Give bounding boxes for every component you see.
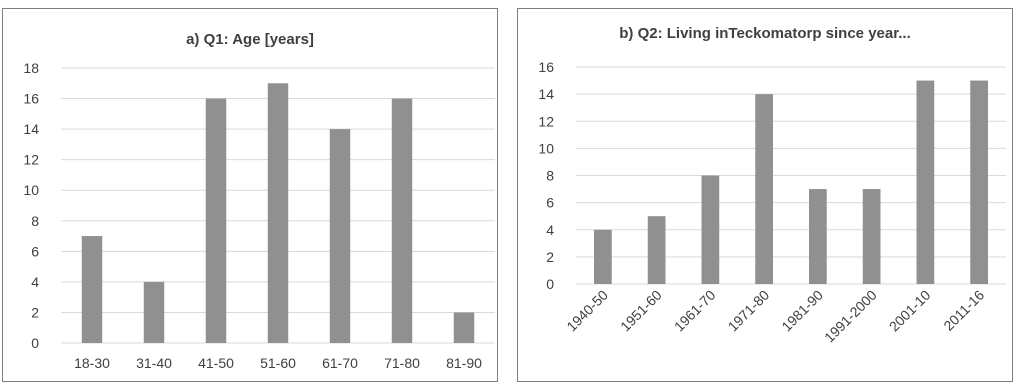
- y-tick-label: 2: [31, 304, 39, 320]
- bar: [862, 189, 881, 284]
- x-tick-label: 1940-50: [563, 287, 611, 335]
- chart-title: b) Q2: Living inTeckomatorp since year..…: [619, 25, 911, 42]
- y-tick-label: 8: [31, 213, 39, 229]
- living-since-bar-chart: 0 2 4 6 8 10 12 14 16 1940-50 1951-60 1961-70 1971-8…: [538, 59, 1006, 346]
- y-tick-label: 4: [31, 274, 39, 290]
- bar: [267, 83, 289, 344]
- bar: [81, 236, 103, 343]
- age-bar-chart: 0 2 4 6 8 10 12 14 16 18 18-30 31-40 41-50 51-60 61-70…: [23, 60, 495, 371]
- bar: [594, 229, 612, 284]
- x-tick-label: 1961-70: [671, 287, 719, 335]
- y-tick-label: 6: [546, 195, 554, 211]
- y-tick-label: 12: [23, 152, 39, 168]
- x-tick-label: 51-60: [260, 355, 296, 371]
- y-tick-label: 2: [546, 249, 554, 265]
- y-tick-label: 4: [546, 222, 554, 238]
- chart-panel-age: a) Q1: Age [years] 0 2 4 6 8 10 12 14 16 18 18-30 3…: [2, 8, 498, 382]
- x-tick-label: 18-30: [74, 355, 110, 371]
- y-tick-label: 6: [31, 243, 39, 259]
- y-tick-label: 0: [546, 276, 554, 292]
- bar: [701, 175, 720, 284]
- chart-panel-living-since: b) Q2: Living inTeckomatorp since year..…: [517, 8, 1013, 382]
- bar: [647, 216, 666, 284]
- y-tick-label: 10: [23, 182, 39, 198]
- bar: [391, 98, 413, 343]
- y-tick-label: 14: [538, 86, 554, 102]
- x-tick-label: 61-70: [322, 355, 358, 371]
- bar: [916, 80, 935, 284]
- bar: [970, 80, 988, 284]
- x-tick-label: 2001-10: [886, 287, 934, 335]
- bar: [143, 281, 165, 343]
- y-tick-label: 16: [23, 91, 39, 107]
- x-tick-label: 1991-2000: [821, 287, 880, 346]
- bar: [755, 94, 773, 284]
- x-tick-label: 31-40: [136, 355, 172, 371]
- y-tick-label: 8: [546, 168, 554, 184]
- y-tick-label: 14: [23, 121, 39, 137]
- bar: [453, 312, 475, 343]
- y-tick-label: 16: [538, 59, 554, 75]
- x-tick-label: 41-50: [198, 355, 234, 371]
- x-tick-label: 81-90: [446, 355, 482, 371]
- x-tick-label: 1971-80: [725, 287, 773, 335]
- x-tick-label: 1951-60: [617, 287, 665, 335]
- x-tick-label: 71-80: [384, 355, 420, 371]
- bar: [329, 129, 351, 343]
- y-tick-label: 12: [538, 113, 554, 129]
- x-tick-label: 1981-90: [778, 287, 826, 335]
- chart-title: a) Q1: Age [years]: [186, 31, 314, 48]
- bar: [809, 189, 827, 284]
- y-tick-label: 0: [31, 335, 39, 351]
- x-tick-label: 2011-16: [940, 287, 987, 334]
- bar: [205, 98, 227, 343]
- y-tick-label: 18: [23, 60, 39, 76]
- y-tick-label: 10: [538, 140, 554, 156]
